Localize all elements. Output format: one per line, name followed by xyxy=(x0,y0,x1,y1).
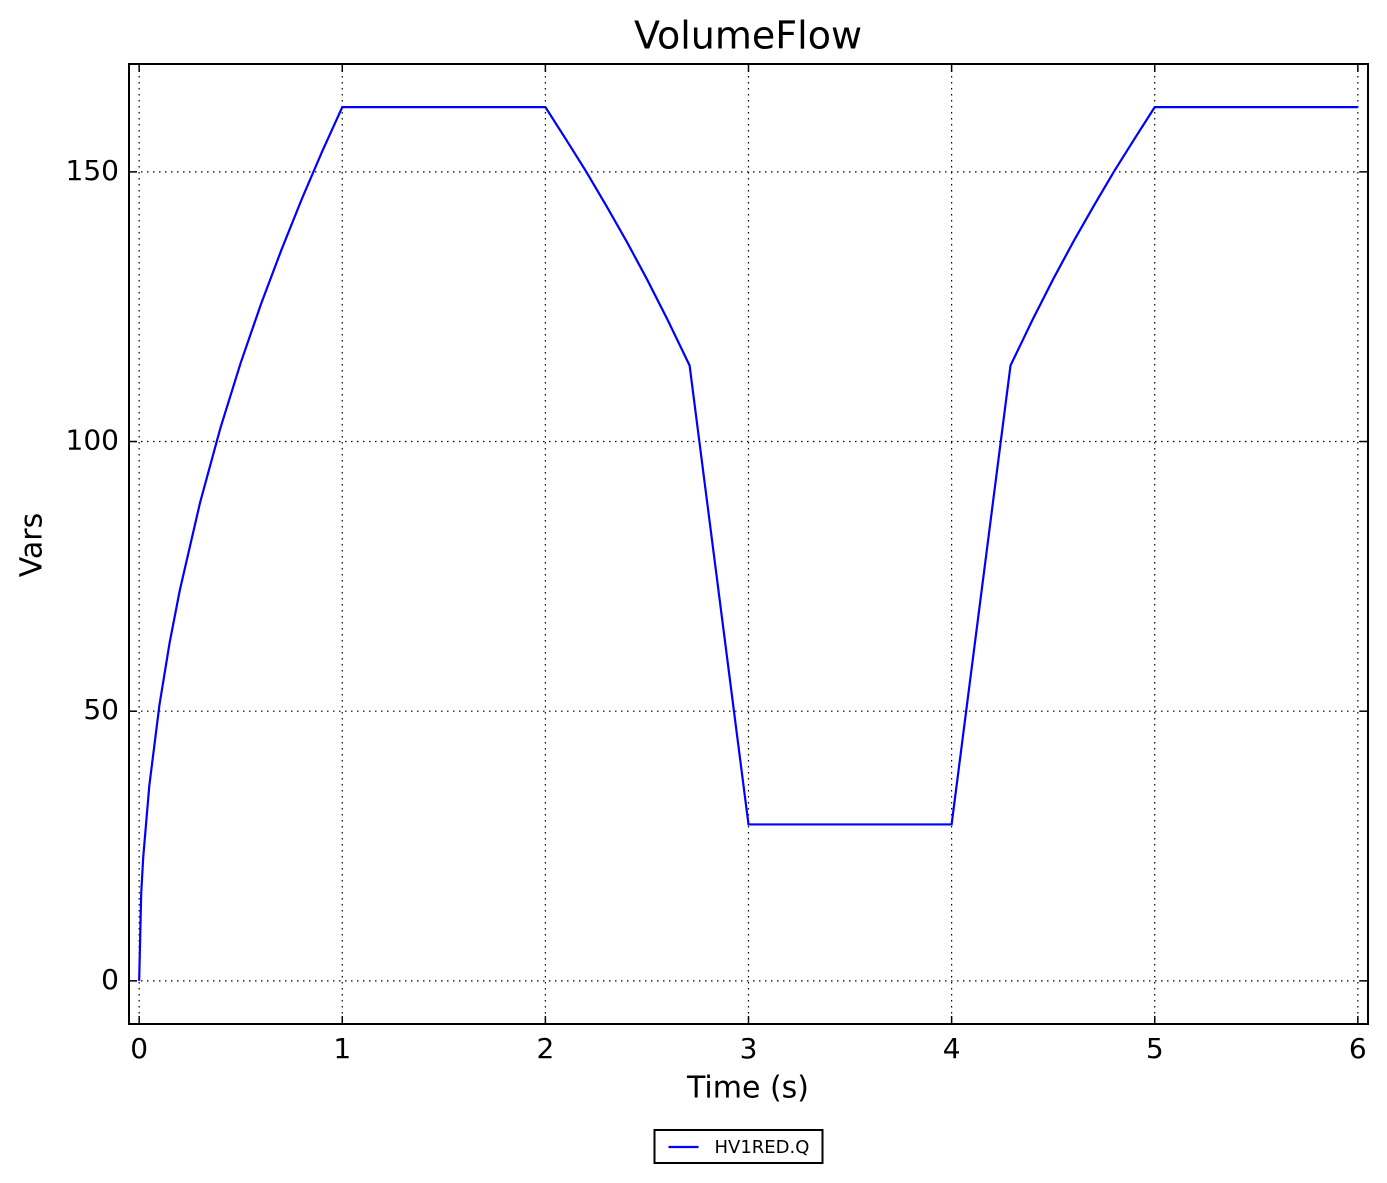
x-tick-label: 2 xyxy=(536,1032,554,1065)
x-tick-label: 3 xyxy=(740,1032,758,1065)
y-tick-label: 50 xyxy=(83,693,119,726)
y-tick-label: 100 xyxy=(66,424,119,457)
x-tick-label: 1 xyxy=(333,1032,351,1065)
data-line xyxy=(138,106,1358,981)
legend: HV1RED.Q xyxy=(653,1129,824,1164)
chart-title: VolumeFlow xyxy=(634,14,862,58)
x-axis-label: Time (s) xyxy=(686,1071,809,1106)
plot-frame xyxy=(128,63,1369,1025)
x-tick-label: 5 xyxy=(1146,1032,1164,1065)
x-tick-label: 6 xyxy=(1349,1032,1367,1065)
y-tick-label: 150 xyxy=(66,154,119,187)
x-tick-label: 0 xyxy=(130,1032,148,1065)
y-tick-label: 0 xyxy=(101,963,119,996)
x-tick-label: 4 xyxy=(943,1032,961,1065)
legend-label: HV1RED.Q xyxy=(715,1137,810,1158)
y-axis-label: Vars xyxy=(15,513,50,578)
